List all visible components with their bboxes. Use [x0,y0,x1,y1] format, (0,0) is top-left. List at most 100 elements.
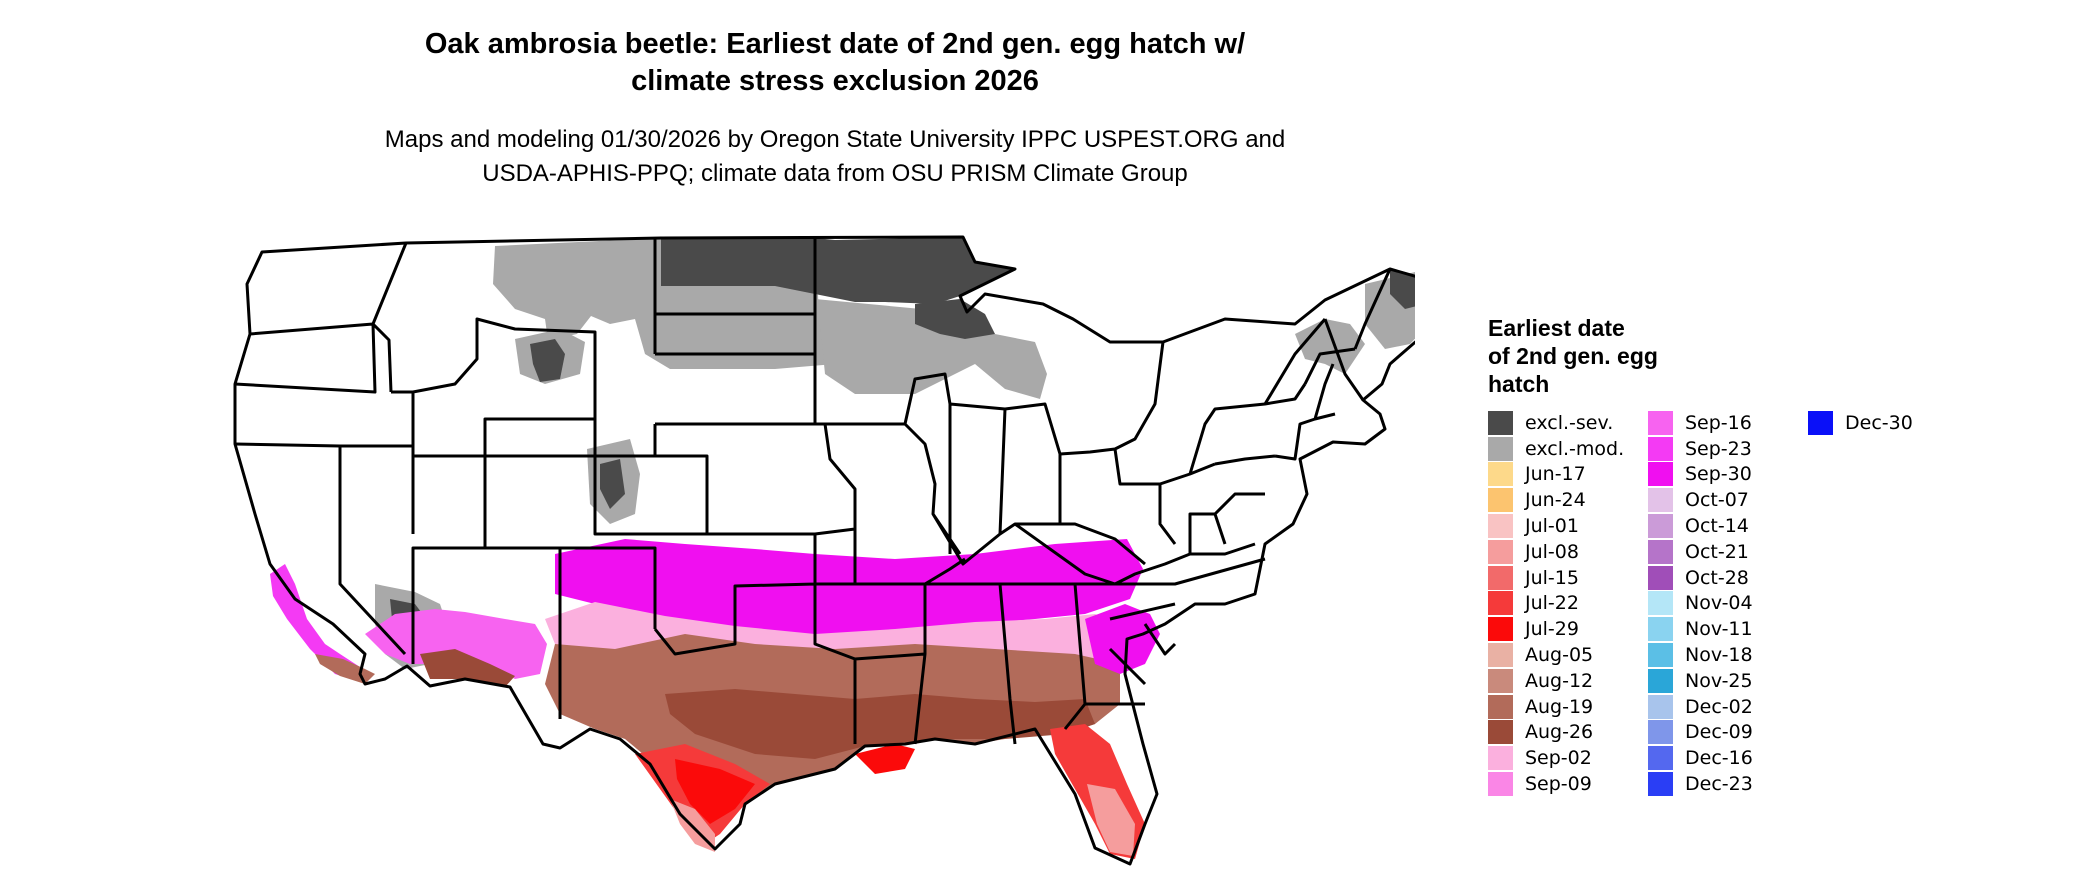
legend-swatch [1648,720,1673,745]
legend-item: Nov-25 [1648,668,1753,694]
legend-swatch [1648,488,1673,513]
us-outline-fill [235,237,1415,864]
legend-item: Dec-02 [1648,694,1753,720]
legend-label: Sep-23 [1685,437,1752,460]
legend-label: Jul-08 [1525,540,1579,563]
legend-column-2: Sep-16 Sep-23 Sep-30 Oct-07 Oct-14 Oct-21 Oct-… [1648,410,1753,797]
legend-swatch [1488,772,1513,797]
legend-label: Oct-14 [1685,515,1749,538]
legend-item: Dec-16 [1648,745,1753,771]
zone-brown-southwest [420,649,515,687]
legend-label: Nov-25 [1685,669,1753,692]
zone-bright-red-texas [675,759,755,824]
legend-item: Oct-21 [1648,539,1753,565]
zone-dark-brown-gulf-states [665,689,1095,759]
egg-hatch-zones [270,539,1160,859]
us-map [233,235,1415,866]
state-lines-central [560,372,1266,745]
legend-item: Dec-23 [1648,771,1753,797]
legend-swatch [1648,539,1673,564]
legend-column-3: Dec-30 [1808,410,1913,436]
map-subtitle: Maps and modeling 01/30/2026 by Oregon S… [0,123,1670,191]
legend-item: excl.-mod. [1488,436,1624,462]
legend-swatch [1488,514,1513,539]
legend-item: Oct-28 [1648,565,1753,591]
legend-swatch [1648,436,1673,461]
legend-swatch [1648,694,1673,719]
legend-label: Nov-18 [1685,644,1753,667]
excl-sev-maine [1390,269,1415,309]
legend-label: Sep-09 [1525,773,1592,796]
legend-label: Aug-05 [1525,644,1594,667]
legend-label: Jul-01 [1525,515,1579,538]
legend-swatch [1488,591,1513,616]
legend-swatch [1648,643,1673,668]
legend-swatch [1648,668,1673,693]
legend-item: Aug-19 [1488,694,1624,720]
legend-label: Dec-02 [1685,695,1753,718]
zone-pink-california [270,564,363,682]
map-title-line-2: climate stress exclusion 2026 [631,65,1039,97]
legend-swatch [1488,694,1513,719]
legend-swatch [1648,565,1673,590]
legend-swatch [1648,591,1673,616]
zone-pink-south-central [555,539,1143,634]
legend-label: excl.-mod. [1525,437,1625,460]
legend-label: Aug-26 [1525,721,1594,744]
excl-sev-wyoming-mtns [530,339,565,382]
legend-label: Oct-21 [1685,540,1749,563]
legend-item: Oct-14 [1648,513,1753,539]
legend-item: Nov-11 [1648,616,1753,642]
legend-label: Nov-11 [1685,618,1753,641]
legend-title: Earliest date of 2nd gen. egg hatch [1488,314,1728,398]
legend-label: Oct-28 [1685,566,1749,589]
map-title-line-1: Oak ambrosia beetle: Earliest date of 2n… [424,28,1246,60]
legend-item: Sep-02 [1488,745,1624,771]
legend-label: Sep-16 [1685,411,1752,434]
legend-label: Dec-30 [1845,411,1913,434]
legend-item: Jul-29 [1488,616,1624,642]
legend-swatch [1488,410,1513,435]
legend-item: Jul-08 [1488,539,1624,565]
zone-pink-southwest [365,609,547,679]
legend-item: Jul-15 [1488,565,1624,591]
legend-label: Jul-22 [1525,592,1579,615]
legend-swatch [1488,462,1513,487]
legend-swatch [1648,462,1673,487]
legend-item: Aug-26 [1488,720,1624,746]
legend-swatch [1488,746,1513,771]
legend-label: Sep-30 [1685,463,1752,486]
legend-swatch [1808,410,1833,435]
legend-item: Sep-16 [1648,410,1753,436]
state-boundaries [233,235,1415,866]
legend-item: Jul-01 [1488,513,1624,539]
legend-swatch [1488,668,1513,693]
legend-item: excl.-sev. [1488,410,1624,436]
legend-item: Aug-12 [1488,668,1624,694]
legend-title-line: Earliest date [1488,315,1625,341]
legend-label: Jul-29 [1525,618,1579,641]
legend-swatch [1488,617,1513,642]
legend-swatch [1648,514,1673,539]
legend-item: Sep-09 [1488,771,1624,797]
zone-pink-atlantic-coast [1085,604,1160,674]
us-border [233,235,1415,866]
legend-item: Jul-22 [1488,591,1624,617]
legend-swatch [1488,488,1513,513]
legend-label: Jun-24 [1525,489,1586,512]
legend-item: Sep-23 [1648,436,1753,462]
map-title: Oak ambrosia beetle: Earliest date of 2n… [0,26,1670,100]
legend-column-1: excl.-sev. excl.-mod. Jun-17 Jun-24 Jul-01 Ju… [1488,410,1624,797]
legend-label: Nov-04 [1685,592,1753,615]
state-lines-east [1059,268,1392,554]
legend-item: Nov-04 [1648,591,1753,617]
legend-swatch [1488,720,1513,745]
legend-swatch [1488,565,1513,590]
legend-swatch [1488,436,1513,461]
legend-label: Aug-19 [1525,695,1594,718]
legend-label: Aug-12 [1525,669,1594,692]
legend-swatch [1488,539,1513,564]
legend-label: Dec-16 [1685,747,1753,770]
excl-sev-colorado-mtns [600,459,625,509]
legend-label: Dec-09 [1685,721,1753,744]
